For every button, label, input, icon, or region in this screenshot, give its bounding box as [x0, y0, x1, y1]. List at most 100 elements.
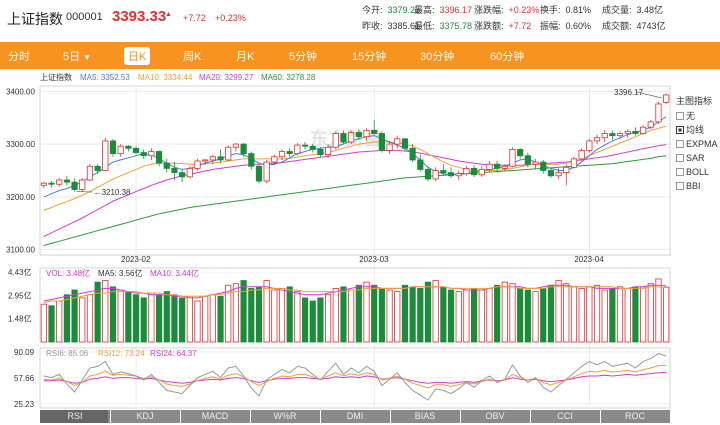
candle-body [317, 148, 324, 156]
stat-item: 最低: 3375.78 [414, 19, 472, 32]
indicator-tab-rsi[interactable]: RSI [67, 411, 83, 421]
candle-body [494, 163, 501, 169]
volume-bar [486, 288, 493, 343]
stat-value: +7.72 [508, 21, 532, 31]
date-tick-label: 2023-04 [574, 255, 604, 264]
indicator-tab-wr[interactable]: W%R [273, 411, 297, 421]
tab-label: 5日 [63, 51, 81, 63]
candle-body [309, 145, 316, 150]
candle-body [609, 133, 616, 137]
candle-body [501, 165, 508, 169]
indicator-option[interactable]: EXPMA [676, 138, 720, 152]
stat-value: +0.23% [508, 5, 540, 15]
indicator-option[interactable]: SAR [676, 152, 720, 166]
volume-bar [240, 280, 247, 343]
candle-body [278, 151, 286, 158]
candle-body [155, 151, 163, 164]
indicator-option[interactable]: BBI [676, 180, 720, 194]
indicator-option[interactable]: 均线 [676, 124, 720, 138]
volume-tick-label: 1.48亿 [8, 314, 32, 324]
volume-bar [332, 288, 339, 343]
volume-bar [40, 303, 47, 343]
volume-bar [286, 286, 293, 343]
candle-body [232, 143, 240, 148]
date-tick-label: 2023-03 [359, 255, 389, 264]
tab-1[interactable]: 5日 ▼ [63, 48, 91, 64]
candle-body [447, 172, 455, 177]
volume-bar [348, 289, 355, 343]
candle-body [102, 140, 109, 171]
volume-bar [578, 288, 585, 343]
indicator-option[interactable]: BOLL [676, 166, 720, 180]
volume-bar [547, 284, 555, 343]
volume-bar [217, 295, 224, 343]
stat-value: 3.48亿 [636, 5, 664, 15]
candle-body [194, 160, 201, 169]
rsi-legend-rsi6: RSI6: 85.06 [46, 349, 89, 358]
volume-bar [194, 300, 201, 343]
date-tick-label: 2023-02 [121, 255, 151, 264]
candle-body [555, 172, 562, 177]
indicator-option-label: EXPMA [686, 139, 718, 149]
volume-bar [455, 291, 462, 343]
ma5-line [43, 116, 667, 198]
volume-bar [663, 286, 670, 343]
indicator-tab-divider [250, 410, 251, 423]
volume-bar [517, 288, 524, 343]
volume-bar [155, 294, 163, 343]
checkbox-icon [676, 112, 684, 120]
volume-bar [301, 297, 309, 343]
volume-bar [586, 286, 593, 343]
candle-body [294, 144, 301, 154]
indicator-tabs: RSI KDJ MACD W%R DMI BIAS OBV CCI ROC [40, 410, 670, 423]
volume-bar [524, 289, 531, 343]
indicator-tab-divider [110, 410, 111, 423]
indicator-tab-obv[interactable]: OBV [485, 411, 505, 421]
candle-body [355, 132, 362, 138]
volume-bar [179, 297, 186, 343]
indicator-tab-cci[interactable]: CCI [557, 411, 573, 421]
tab-7[interactable]: 30分钟 [420, 48, 454, 64]
main-legend-ma10: MA10: 3334.44 [138, 73, 193, 82]
candle-body [440, 170, 447, 174]
volume-bar [102, 280, 109, 343]
volume-bar [632, 286, 639, 343]
candle-body [655, 103, 662, 123]
tab-3[interactable]: 周K [183, 48, 201, 64]
tab-4[interactable]: 月K [236, 48, 254, 64]
candle-body [286, 151, 293, 155]
volume-bar [478, 289, 485, 343]
candle-body [225, 146, 232, 161]
stat-key: 今开: [362, 5, 383, 15]
tab-6[interactable]: 15分钟 [352, 48, 386, 64]
stat-value: 3375.78 [439, 21, 473, 31]
candle-body [271, 156, 278, 163]
vol-legend-ma10: MA10: 3.44亿 [150, 268, 199, 278]
stat-item: 成交额: 4743亿 [602, 19, 666, 32]
indicator-tab-bias[interactable]: BIAS [414, 411, 436, 421]
tab-2[interactable]: 日K [124, 47, 151, 65]
indicator-tab-roc[interactable]: ROC [625, 411, 645, 421]
candle-body [517, 148, 524, 157]
volume-bar [371, 284, 378, 343]
indicator-tab-dmi[interactable]: DMI [346, 411, 364, 421]
candle-body [86, 165, 94, 181]
candle-body [401, 138, 409, 149]
main-legend-ma5: MA5: 3352.53 [80, 73, 130, 82]
candle-body [432, 170, 439, 180]
stat-key: 成交量: [602, 5, 632, 15]
candle-body [348, 132, 355, 143]
tab-8[interactable]: 60分钟 [490, 48, 524, 64]
indicator-option[interactable]: 无 [676, 110, 720, 124]
tab-5[interactable]: 5分钟 [289, 48, 317, 64]
tab-0[interactable]: 分时 [8, 48, 30, 64]
ma20-line [43, 144, 667, 237]
volume-bar [616, 286, 624, 343]
indicator-tab-kdj[interactable]: KDJ [136, 411, 154, 421]
candle-body [616, 133, 624, 137]
indicator-tab-divider [390, 410, 391, 423]
candle-body [455, 173, 462, 177]
indicator-tab-macd[interactable]: MACD [201, 411, 229, 421]
volume-bar [501, 281, 508, 343]
